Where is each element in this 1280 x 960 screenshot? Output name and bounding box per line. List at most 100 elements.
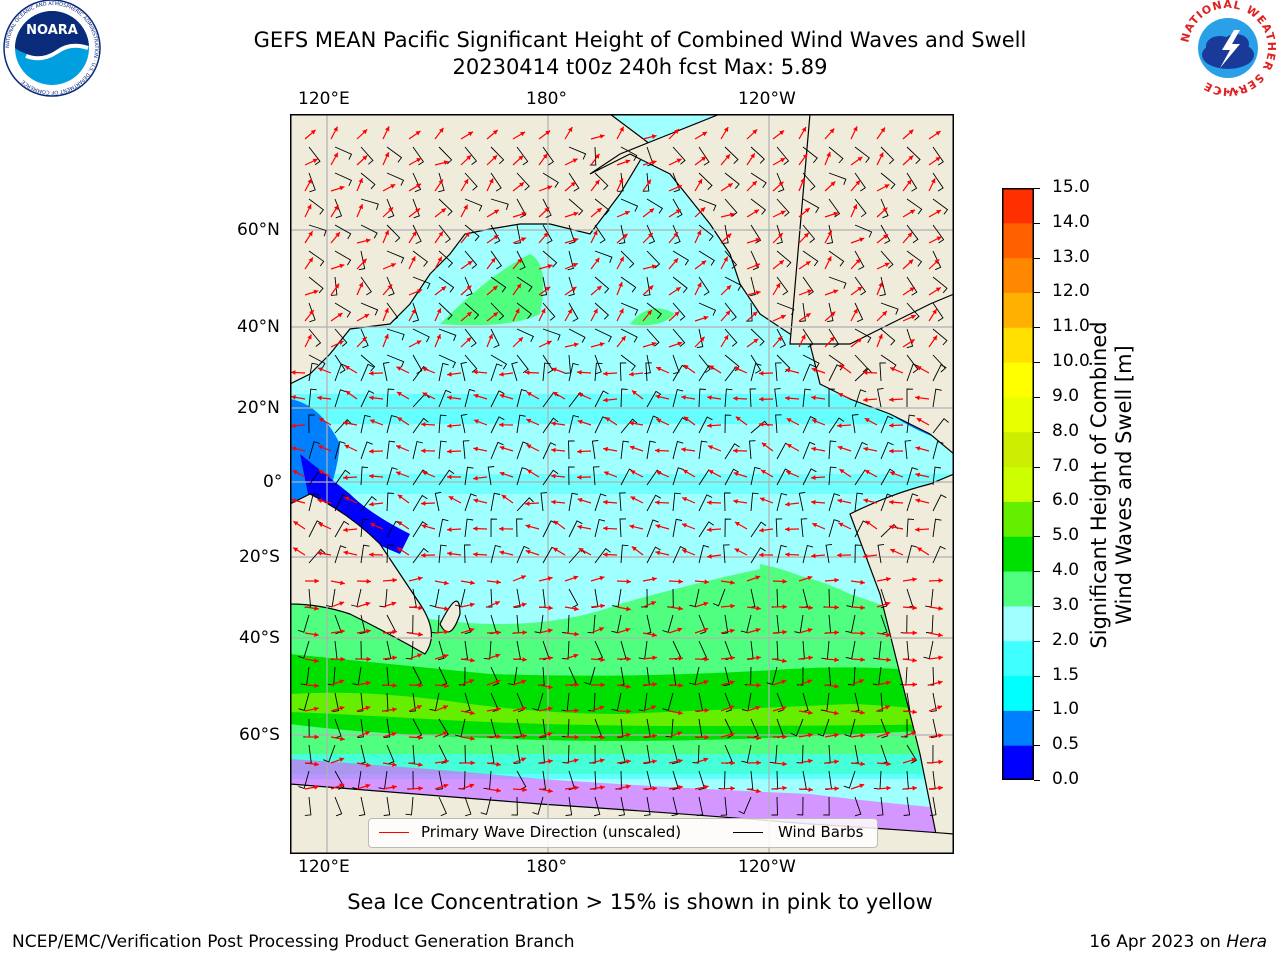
wave-direction-arrowhead bbox=[906, 179, 912, 185]
wave-direction-arrowhead bbox=[396, 366, 402, 371]
wave-direction-arrowhead bbox=[729, 705, 735, 710]
wave-direction-arrowhead bbox=[521, 706, 527, 711]
wave-direction-arrowhead bbox=[365, 238, 371, 243]
wave-direction-arrowhead bbox=[733, 471, 739, 477]
wave-direction-arrowhead bbox=[884, 262, 890, 267]
wind-barb bbox=[360, 390, 375, 408]
wave-direction-arrowhead bbox=[366, 578, 371, 584]
colorbar-tick-mark bbox=[1034, 675, 1040, 677]
wave-direction-arrowhead bbox=[648, 285, 654, 291]
wave-direction-arrowhead bbox=[340, 656, 345, 662]
wave-direction-arrowhead bbox=[886, 785, 891, 791]
wave-direction-arrowhead bbox=[782, 604, 787, 610]
wave-direction-arrowhead bbox=[441, 286, 447, 291]
wave-direction-arrowhead bbox=[291, 498, 297, 503]
colorbar-tick-label: 7.0 bbox=[1052, 455, 1080, 476]
wind-barb bbox=[721, 614, 729, 634]
wind-barb bbox=[698, 146, 710, 166]
wave-direction-arrowhead bbox=[448, 496, 454, 501]
wave-direction-arrowhead bbox=[495, 653, 501, 659]
wind-barb bbox=[460, 413, 468, 434]
wave-direction-arrowhead bbox=[418, 762, 423, 767]
wave-direction-arrowhead bbox=[626, 732, 631, 738]
wave-direction-arrowhead bbox=[782, 734, 787, 740]
wind-barb bbox=[776, 276, 789, 296]
wave-direction-arrowhead bbox=[522, 733, 527, 739]
wave-direction-arrowhead bbox=[600, 603, 605, 609]
wind-barb bbox=[750, 363, 762, 382]
wave-direction-arrowhead bbox=[473, 526, 478, 531]
wind-barb bbox=[412, 198, 420, 219]
wind-barb bbox=[562, 640, 570, 660]
wave-direction-arrowhead bbox=[525, 549, 531, 555]
wind-barb bbox=[740, 614, 752, 634]
wind-barb bbox=[750, 224, 762, 244]
wave-direction-arrowhead bbox=[421, 448, 426, 454]
wind-barb bbox=[334, 441, 346, 460]
wind-barb bbox=[568, 414, 580, 434]
wave-direction-arrowhead bbox=[759, 527, 764, 533]
wave-direction-arrowhead bbox=[553, 547, 558, 553]
wave-direction-arrowhead bbox=[366, 656, 371, 662]
wave-direction-arrowhead bbox=[755, 705, 761, 711]
wind-barb bbox=[750, 354, 762, 374]
wind-barb bbox=[826, 224, 834, 245]
wave-direction-arrowhead bbox=[827, 230, 832, 236]
wind-barb bbox=[828, 417, 845, 434]
wave-direction-arrowhead bbox=[733, 396, 738, 401]
wind-barb bbox=[567, 250, 574, 271]
colorbar-tick-label: 5.0 bbox=[1052, 525, 1080, 546]
colorbar-tick-label: 2.0 bbox=[1052, 629, 1080, 650]
wind-barb bbox=[438, 172, 445, 193]
wave-direction-arrowhead bbox=[417, 653, 423, 658]
wind-barb bbox=[643, 276, 651, 297]
wave-direction-arrowhead bbox=[416, 183, 421, 189]
wind-barb bbox=[334, 198, 343, 219]
wave-direction-arrowhead bbox=[829, 336, 835, 342]
wave-direction-arrowhead bbox=[915, 498, 921, 503]
wind-barb bbox=[584, 666, 596, 685]
wind-barb bbox=[932, 250, 942, 271]
wave-direction-arrowhead bbox=[707, 395, 712, 400]
wind-barb bbox=[796, 744, 804, 764]
wave-direction-arrowhead bbox=[599, 705, 605, 711]
wave-direction-arrowhead bbox=[782, 785, 787, 791]
wave-direction-arrowhead bbox=[853, 126, 858, 132]
wave-direction-arrowhead bbox=[651, 160, 657, 165]
wave-direction-arrowhead bbox=[473, 498, 479, 504]
wind-barb bbox=[620, 198, 639, 212]
wave-direction-arrowhead bbox=[314, 606, 319, 611]
wave-direction-arrowhead bbox=[883, 234, 888, 239]
wind-barb bbox=[643, 744, 651, 765]
wind-barb bbox=[662, 614, 674, 633]
wave-direction-arrowhead bbox=[733, 448, 738, 454]
wave-direction-arrowhead bbox=[733, 499, 738, 504]
wave-direction-arrowhead bbox=[468, 131, 473, 137]
wave-direction-arrowhead bbox=[369, 552, 374, 557]
wave-direction-arrowhead bbox=[938, 606, 943, 611]
wind-barb bbox=[516, 328, 535, 343]
wind-barb bbox=[334, 419, 352, 434]
wave-direction-arrowhead bbox=[599, 134, 605, 139]
wave-direction-arrowhead bbox=[470, 657, 475, 663]
wave-direction-arrowhead bbox=[912, 605, 917, 611]
wave-direction-arrowhead bbox=[599, 575, 605, 581]
wave-direction-arrowhead bbox=[912, 577, 917, 582]
wave-direction-arrowhead bbox=[852, 204, 858, 210]
wave-direction-arrowhead bbox=[878, 334, 883, 339]
wave-direction-arrowhead bbox=[314, 658, 319, 663]
wind-barb bbox=[594, 224, 606, 244]
wave-direction-arrowhead bbox=[466, 155, 472, 161]
wave-direction-arrowhead bbox=[365, 601, 371, 607]
wave-direction-arrowhead bbox=[519, 182, 524, 187]
wind-barb bbox=[620, 388, 628, 408]
wind-barb bbox=[619, 362, 627, 382]
wave-direction-arrowhead bbox=[703, 680, 709, 685]
wave-direction-arrowhead bbox=[652, 576, 657, 582]
wave-direction-arrowhead bbox=[392, 655, 397, 661]
wave-direction-arrowhead bbox=[704, 708, 709, 713]
wind-barb bbox=[620, 328, 638, 343]
wave-direction-arrowhead bbox=[912, 657, 917, 663]
colorbar-swatch bbox=[1002, 362, 1034, 398]
wind-barb bbox=[880, 172, 896, 190]
